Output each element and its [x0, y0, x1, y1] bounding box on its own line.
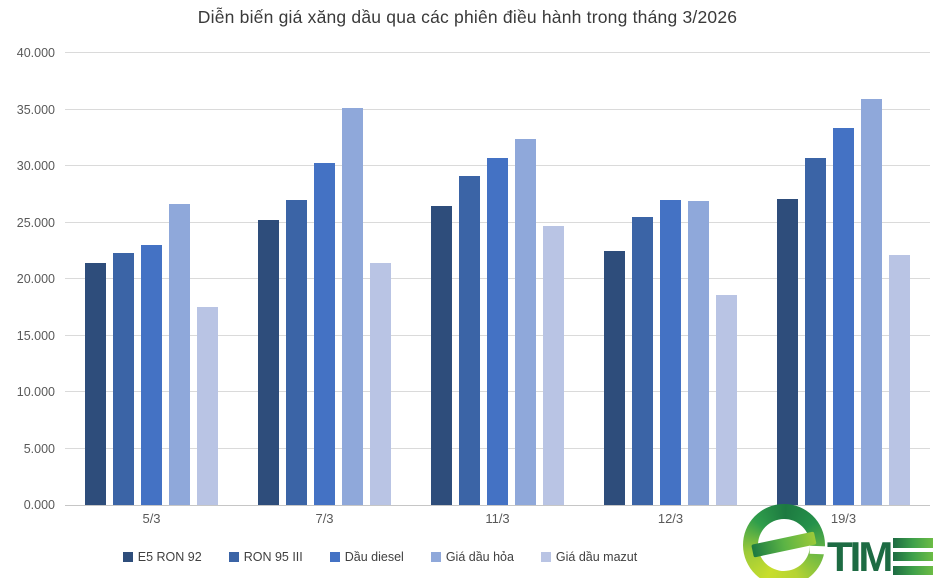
- bar: [688, 201, 709, 505]
- bar: [197, 307, 218, 505]
- gridline: [65, 108, 930, 110]
- legend: E5 RON 92 RON 95 III Dầu diesel Giá dầu hỏa…: [0, 550, 760, 564]
- bar: [660, 199, 681, 505]
- legend-swatch-icon: [430, 552, 441, 562]
- bar-group-11-3: [431, 138, 564, 505]
- bar: [113, 253, 134, 505]
- legend-swatch-icon: [540, 552, 551, 562]
- legend-item: RON 95 III: [228, 550, 303, 564]
- bar: [141, 245, 162, 505]
- y-tick-label: 30.000: [16, 159, 55, 173]
- legend-swatch-icon: [329, 552, 340, 562]
- y-tick-label: 15.000: [16, 328, 55, 343]
- x-tick-label: 19/3: [830, 511, 857, 526]
- legend-item: E5 RON 92: [122, 550, 202, 564]
- etime-e-bar-bottom: [893, 565, 933, 575]
- etime-logo: TIM: [735, 496, 935, 578]
- legend-item: Giá dầu mazut: [540, 550, 638, 564]
- bar-group-19-3: [777, 99, 910, 505]
- etime-logo-text: TIM: [827, 533, 893, 578]
- y-tick-label: 25.000: [16, 215, 55, 230]
- legend-label: Giá dầu hỏa: [445, 550, 514, 564]
- bar: [604, 250, 625, 505]
- legend-item: Dầu diesel: [329, 550, 404, 564]
- bar: [889, 255, 910, 505]
- y-tick-label: 40.000: [16, 46, 55, 60]
- bar: [632, 216, 653, 505]
- x-tick-label: 11/3: [485, 511, 510, 526]
- legend-item: Giá dầu hỏa: [430, 550, 514, 564]
- x-tick-label: 7/3: [315, 511, 334, 526]
- bar: [861, 99, 882, 505]
- gridline: [65, 52, 930, 53]
- bar: [716, 294, 737, 505]
- bar: [431, 205, 452, 505]
- legend-label: RON 95 III: [243, 550, 303, 564]
- etime-e-swirl-icon: [735, 496, 833, 578]
- chart-title: Diễn biến giá xăng dầu qua các phiên điề…: [197, 7, 738, 27]
- bar: [515, 138, 536, 505]
- etime-e-bars-icon: [893, 538, 933, 575]
- etime-e-gap: [809, 545, 826, 555]
- etime-e-bar-top: [893, 538, 933, 548]
- y-tick-label: 20.000: [16, 272, 55, 286]
- y-tick-label: 35.000: [16, 102, 55, 117]
- x-tick-label: 12/3: [657, 511, 684, 526]
- bar: [805, 158, 826, 505]
- y-tick-label: 10.000: [16, 385, 55, 399]
- plot-area: [65, 52, 930, 506]
- bar: [314, 162, 335, 505]
- bar: [258, 220, 279, 505]
- y-tick-label: 0.000: [23, 498, 55, 512]
- bar: [833, 127, 854, 505]
- legend-label: Dầu diesel: [344, 550, 404, 564]
- bar: [342, 108, 363, 505]
- bar: [85, 263, 106, 505]
- legend-label: Giá dầu mazut: [555, 550, 638, 564]
- bar: [286, 199, 307, 505]
- bar-group-12-3: [604, 199, 737, 505]
- bar: [169, 204, 190, 505]
- legend-swatch-icon: [122, 552, 133, 562]
- legend-swatch-icon: [228, 552, 239, 562]
- bar-group-7-3: [258, 108, 391, 505]
- etime-e-bar-mid: [893, 551, 933, 562]
- bar: [487, 158, 508, 505]
- bar: [459, 176, 480, 505]
- legend-label: E5 RON 92: [137, 550, 202, 564]
- bar: [370, 263, 391, 505]
- y-tick-label: 5.000: [23, 441, 55, 456]
- bar: [543, 225, 564, 505]
- x-axis-line: [65, 505, 930, 506]
- bar-group-5-3: [85, 204, 218, 505]
- bar: [777, 198, 798, 505]
- x-tick-label: 5/3: [142, 511, 161, 526]
